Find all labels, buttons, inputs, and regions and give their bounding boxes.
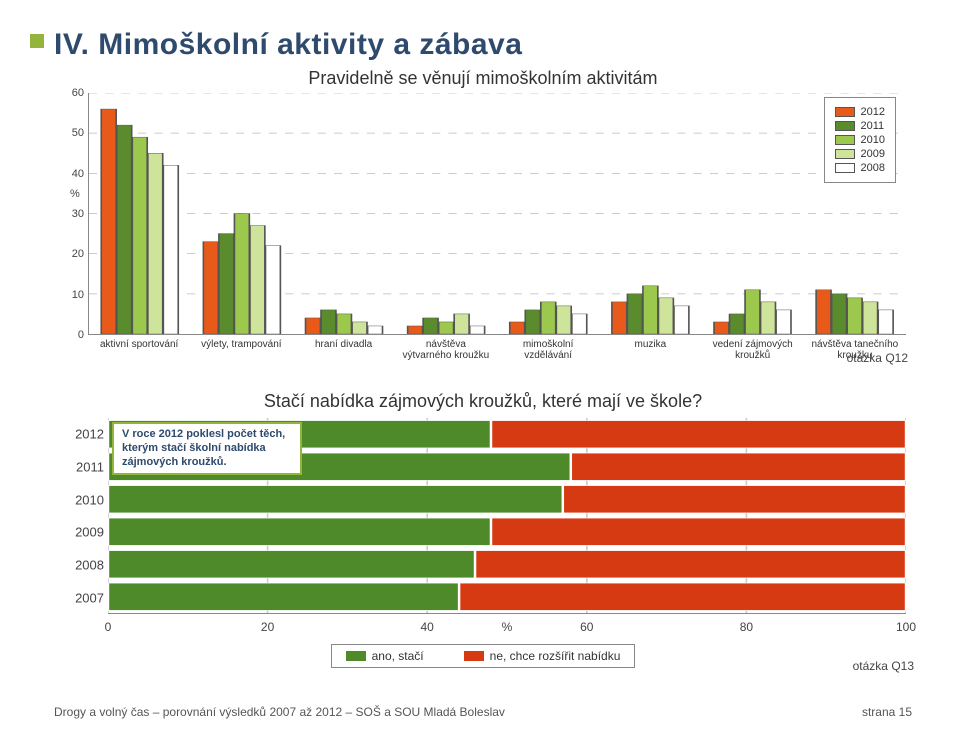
legend-label: 2012: [861, 106, 885, 118]
chart1-ytick: 60: [60, 87, 84, 99]
legend-row: 2012: [835, 106, 885, 118]
legend-row: 2008: [835, 162, 885, 174]
legend-swatch: [835, 149, 855, 159]
footer: Drogy a volný čas – porovnání výsledků 2…: [54, 705, 912, 719]
chart2-ylabel: 2008: [60, 558, 104, 573]
legend-swatch: [835, 135, 855, 145]
chart2-xtick: 0: [105, 620, 112, 634]
chart2-legend: ano, stačí ne, chce rozšířit nabídku: [331, 644, 636, 668]
chart2-xtick: 60: [580, 620, 593, 634]
chart1-ytick: 50: [60, 127, 84, 139]
legend-swatch: [835, 163, 855, 173]
legend-label: ne, chce rozšířit nabídku: [490, 649, 621, 663]
chart1: 0102030405060% aktivní sportovánívýlety,…: [60, 93, 906, 373]
chart2-xtick: 100: [896, 620, 916, 634]
footer-right: strana 15: [862, 705, 912, 719]
legend-row: ano, stačí: [346, 649, 424, 663]
chart2: V roce 2012 poklesl počet těch, kterým s…: [60, 418, 906, 638]
chart2-xtick: 20: [261, 620, 274, 634]
bullet-icon: [30, 34, 44, 48]
legend-row: 2010: [835, 134, 885, 146]
page-title: IV. Mimoškolní aktivity a zábava: [54, 28, 912, 62]
chart2-title: Stačí nabídka zájmových kroužků, které m…: [54, 391, 912, 412]
q13-label: otázka Q13: [853, 659, 914, 673]
chart1-legend: 2012 2011 2010 2009 2008: [824, 97, 896, 183]
chart1-xlabel: návštěva výtvarného kroužku: [401, 339, 491, 361]
chart2-ylabel: 2012: [60, 427, 104, 442]
legend-swatch: [835, 121, 855, 131]
legend-label: 2009: [861, 148, 885, 160]
legend-swatch: [346, 651, 366, 661]
legend-swatch: [464, 651, 484, 661]
chart1-xlabel: vedení zájmových kroužků: [708, 339, 798, 361]
chart2-ylabel: 2011: [60, 460, 104, 475]
chart1-ytick: 20: [60, 248, 84, 260]
chart2-ylabel: 2010: [60, 492, 104, 507]
chart2-xtick: 40: [421, 620, 434, 634]
legend-label: 2010: [861, 134, 885, 146]
chart1-ylabel: %: [70, 188, 80, 200]
chart1-ytick: 10: [60, 289, 84, 301]
chart2-ylabel: 2009: [60, 525, 104, 540]
chart1-xlabel: hraní divadla: [299, 339, 389, 350]
legend-label: 2011: [861, 120, 885, 132]
chart1-xlabel: výlety, trampování: [196, 339, 286, 350]
chart1-xlabel: muzika: [605, 339, 695, 350]
chart1-ytick: 30: [60, 208, 84, 220]
chart1-plot: [88, 93, 906, 335]
chart1-ytick: 40: [60, 168, 84, 180]
chart2-note: V roce 2012 poklesl počet těch, kterým s…: [112, 422, 302, 475]
legend-row: 2011: [835, 120, 885, 132]
legend-row: ne, chce rozšířit nabídku: [464, 649, 621, 663]
chart1-title: Pravidelně se věnují mimoškolním aktivit…: [54, 68, 912, 89]
q12-label: otázka Q12: [847, 351, 908, 365]
legend-label: ano, stačí: [372, 649, 424, 663]
chart2-plot: V roce 2012 poklesl počet těch, kterým s…: [108, 418, 906, 614]
chart2-xtick: 80: [740, 620, 753, 634]
legend-row: 2009: [835, 148, 885, 160]
legend-label: 2008: [861, 162, 885, 174]
chart2-xcenter: %: [502, 620, 513, 634]
chart1-xlabel: aktivní sportování: [94, 339, 184, 350]
legend-swatch: [835, 107, 855, 117]
chart1-xlabel: mimoškolní vzdělávání: [503, 339, 593, 361]
chart1-ytick: 0: [60, 329, 84, 341]
chart2-ylabel: 2007: [60, 590, 104, 605]
footer-left: Drogy a volný čas – porovnání výsledků 2…: [54, 705, 505, 719]
